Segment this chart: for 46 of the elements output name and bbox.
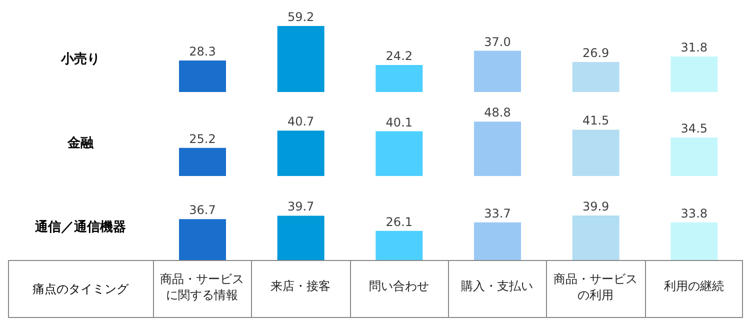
x-axis-title: 痛点のタイミング <box>32 280 130 298</box>
data-label: 28.3 <box>189 44 216 58</box>
bar <box>376 65 423 92</box>
bar <box>572 216 620 260</box>
bar <box>474 222 521 260</box>
bar <box>670 56 718 92</box>
data-label: 40.1 <box>386 115 413 130</box>
data-label: 41.5 <box>582 114 610 128</box>
bar <box>474 122 521 176</box>
text: 小売り <box>60 51 101 69</box>
data-label: 33.7 <box>484 206 511 220</box>
data-label: 39.7 <box>287 200 314 214</box>
data-label: 31.8 <box>680 40 708 55</box>
x-tick-label: 購入・支払い <box>461 279 534 293</box>
text: 金融 <box>66 135 94 153</box>
bar <box>474 50 521 92</box>
chart-title: 通信／通信機器 <box>34 219 127 237</box>
bar <box>376 131 423 176</box>
x-tick-label: 問い合わせ <box>368 279 429 293</box>
bar <box>277 130 324 176</box>
bar <box>179 60 226 92</box>
data-label: 26.1 <box>386 214 413 229</box>
bar <box>376 230 423 260</box>
bar <box>179 148 226 176</box>
data-label: 40.7 <box>287 114 314 129</box>
x-tick-label: 商品・サービスに関する情報 <box>160 272 244 302</box>
data-label: 26.9 <box>582 46 610 60</box>
data-label: 39.9 <box>582 200 610 214</box>
bar <box>670 222 718 260</box>
data-label: 37.0 <box>484 34 511 49</box>
data-label: 34.5 <box>680 122 708 136</box>
x-tick-label: 来店・接客 <box>270 279 330 293</box>
bar <box>277 26 324 92</box>
x-tick-label: 商品・サービスの利用 <box>554 272 638 302</box>
bar <box>670 138 718 176</box>
data-label: 59.2 <box>287 10 314 24</box>
data-label: 48.8 <box>484 106 511 120</box>
data-label: 36.7 <box>189 203 216 218</box>
bar <box>572 62 620 92</box>
bar <box>179 219 226 260</box>
bar <box>572 130 620 176</box>
x-tick-label: 利用の継続 <box>664 279 724 293</box>
data-label: 33.8 <box>680 206 708 220</box>
bar <box>277 216 324 260</box>
data-label: 25.2 <box>189 132 216 146</box>
data-label: 24.2 <box>386 49 413 64</box>
